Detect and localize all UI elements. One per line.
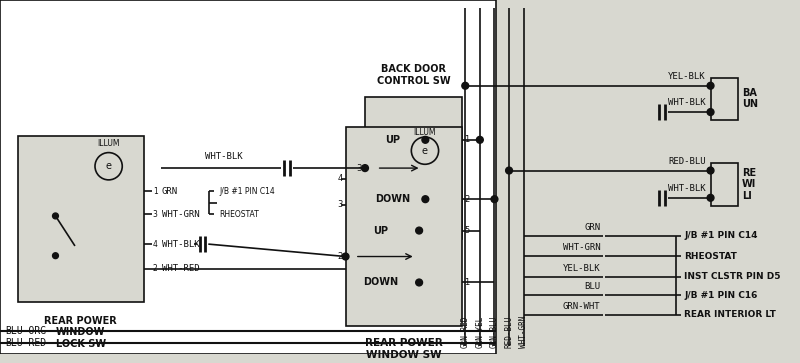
Text: REAR POWER
WINDOW
LOCK SW: REAR POWER WINDOW LOCK SW	[45, 316, 117, 349]
Circle shape	[342, 253, 349, 260]
Text: REAR INTERIOR LT: REAR INTERIOR LT	[684, 310, 776, 319]
Circle shape	[707, 109, 714, 115]
Circle shape	[362, 165, 369, 171]
Text: ILLUM: ILLUM	[98, 139, 120, 147]
Text: 5: 5	[464, 226, 470, 235]
Circle shape	[477, 136, 483, 143]
Text: 4: 4	[153, 240, 158, 249]
Text: GRN: GRN	[162, 187, 178, 196]
Bar	[710, 78, 738, 120]
Bar	[346, 127, 462, 326]
Text: e: e	[422, 146, 428, 156]
Circle shape	[491, 196, 498, 203]
Text: ILLUM: ILLUM	[414, 128, 436, 137]
Circle shape	[416, 279, 422, 286]
Text: BLU-ORG: BLU-ORG	[5, 326, 46, 336]
Circle shape	[53, 213, 58, 219]
Circle shape	[53, 253, 58, 258]
Text: e: e	[106, 161, 112, 171]
Circle shape	[707, 195, 714, 201]
Text: YEL-BLK: YEL-BLK	[563, 264, 601, 273]
Bar	[365, 97, 462, 239]
Text: 3: 3	[338, 200, 342, 209]
Text: GRN-YEL: GRN-YEL	[475, 315, 484, 348]
Text: 2: 2	[464, 195, 470, 204]
Circle shape	[416, 227, 422, 234]
Circle shape	[707, 82, 714, 89]
Circle shape	[707, 167, 714, 174]
Text: 1: 1	[153, 187, 158, 196]
Text: RED-BLU: RED-BLU	[668, 157, 706, 166]
Text: RHEOSTAT: RHEOSTAT	[684, 252, 737, 261]
Text: WHT-BLK: WHT-BLK	[668, 184, 706, 193]
Text: DOWN: DOWN	[374, 194, 410, 204]
Text: GRN-BLU: GRN-BLU	[490, 315, 499, 348]
Text: RHEOSTAT: RHEOSTAT	[219, 210, 258, 219]
Text: WHT-BLK: WHT-BLK	[205, 152, 242, 161]
Text: WHT-GRN: WHT-GRN	[519, 315, 528, 348]
Bar	[18, 136, 144, 302]
Text: WHT-RED: WHT-RED	[162, 264, 199, 273]
Text: 2: 2	[338, 252, 342, 261]
Text: 3: 3	[357, 164, 362, 172]
Text: WHT-BLK: WHT-BLK	[668, 98, 706, 107]
Text: DOWN: DOWN	[363, 277, 398, 287]
Text: BA
UN: BA UN	[742, 87, 758, 109]
Text: INST CLSTR PIN D5: INST CLSTR PIN D5	[684, 272, 781, 281]
Text: UP: UP	[373, 225, 388, 236]
Text: GRN: GRN	[585, 223, 601, 232]
Text: 1: 1	[464, 278, 470, 287]
Circle shape	[462, 82, 469, 89]
Text: 4: 4	[338, 174, 342, 183]
Bar	[710, 163, 738, 205]
Text: J/B #1 PIN C14: J/B #1 PIN C14	[219, 187, 274, 196]
Circle shape	[422, 196, 429, 203]
Text: WHT-BLK: WHT-BLK	[162, 240, 199, 249]
Text: RE
WI
LI: RE WI LI	[742, 168, 756, 201]
Text: UP: UP	[385, 135, 400, 145]
Text: YEL-BLK: YEL-BLK	[668, 72, 706, 81]
Text: GRN-RED: GRN-RED	[461, 315, 470, 348]
Text: WHT-GRN: WHT-GRN	[563, 243, 601, 252]
Circle shape	[422, 136, 429, 143]
Text: BACK DOOR
CONTROL SW: BACK DOOR CONTROL SW	[377, 64, 450, 86]
Text: BLU-RED: BLU-RED	[5, 338, 46, 348]
Text: RED-BLU: RED-BLU	[505, 315, 514, 348]
Text: 3: 3	[153, 210, 158, 219]
Text: GRN-WHT: GRN-WHT	[563, 302, 601, 311]
Text: J/B #1 PIN C16: J/B #1 PIN C16	[684, 291, 758, 300]
Circle shape	[506, 167, 513, 174]
Text: REAR POWER
WINDOW SW: REAR POWER WINDOW SW	[365, 338, 443, 360]
Text: WHT-GRN: WHT-GRN	[162, 210, 199, 219]
Bar	[0, 0, 497, 354]
Text: BLU: BLU	[585, 282, 601, 291]
Text: 2: 2	[153, 264, 158, 273]
Text: J/B #1 PIN C14: J/B #1 PIN C14	[684, 231, 758, 240]
Text: 1: 1	[464, 135, 470, 144]
